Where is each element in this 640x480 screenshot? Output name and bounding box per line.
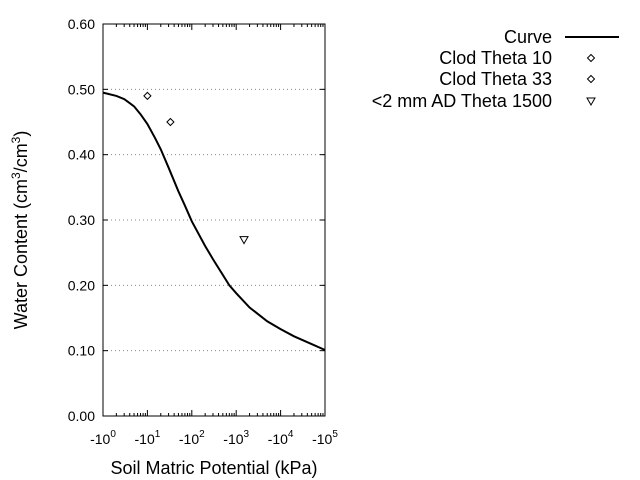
y-tick-label: 0.30 (68, 212, 95, 228)
x-tick-label-exponent: 2 (199, 429, 205, 440)
x-tick-label-exponent: 5 (332, 429, 338, 440)
x-tick-label-exponent: 0 (110, 429, 116, 440)
x-tick-label-base: -10 (312, 431, 332, 447)
data-point-triangle-down (239, 236, 249, 245)
x-tick-label: -104 (268, 429, 294, 447)
gridlines (103, 88, 325, 352)
y-tick-label: 0.20 (68, 277, 95, 293)
data-point-diamond (166, 117, 175, 127)
legend-label: Clod Theta 33 (439, 69, 552, 89)
legend-label: Clod Theta 10 (439, 48, 552, 68)
x-tick-label-base: -10 (90, 431, 110, 447)
legend-label: Curve (504, 27, 552, 47)
x-tick-label: -100 (90, 429, 116, 447)
y-tick-label: 0.60 (68, 16, 95, 32)
x-tick-label-exponent: 4 (288, 429, 294, 440)
x-tick-label-base: -10 (223, 431, 243, 447)
x-tick-label: -103 (223, 429, 249, 447)
x-axis-ticks: -100 -101 -102 -103 -104 -105 (90, 24, 338, 447)
x-tick-label-exponent: 3 (244, 429, 250, 440)
legend-marker-diamond (586, 53, 596, 63)
legend-label: <2 mm AD Theta 1500 (372, 91, 552, 111)
data-point-diamond (143, 91, 152, 101)
y-axis-title: Water Content (cm3/cm3) (9, 131, 31, 330)
y-tick-label: 0.00 (68, 408, 95, 424)
x-tick-label: -101 (135, 429, 161, 447)
legend-marker-triangle-down (586, 97, 596, 107)
y-tick-label: 0.50 (68, 81, 95, 97)
x-tick-label: -102 (179, 429, 205, 447)
x-tick-label: -105 (312, 429, 338, 447)
x-axis-title: Soil Matric Potential (kPa) (110, 458, 317, 478)
y-tick-label: 0.10 (68, 343, 95, 359)
legend-marker-diamond (586, 74, 596, 84)
curve-line (102, 91, 326, 351)
x-tick-label-exponent: 1 (155, 429, 161, 440)
x-tick-label-base: -10 (179, 431, 199, 447)
plot-series (102, 91, 326, 351)
y-tick-label: 0.40 (68, 147, 95, 163)
x-tick-label-base: -10 (268, 431, 288, 447)
x-tick-label-base: -10 (135, 431, 155, 447)
y-axis-ticks: 0.00 0.10 0.20 0.30 0.40 0.50 0.60 (68, 16, 325, 424)
